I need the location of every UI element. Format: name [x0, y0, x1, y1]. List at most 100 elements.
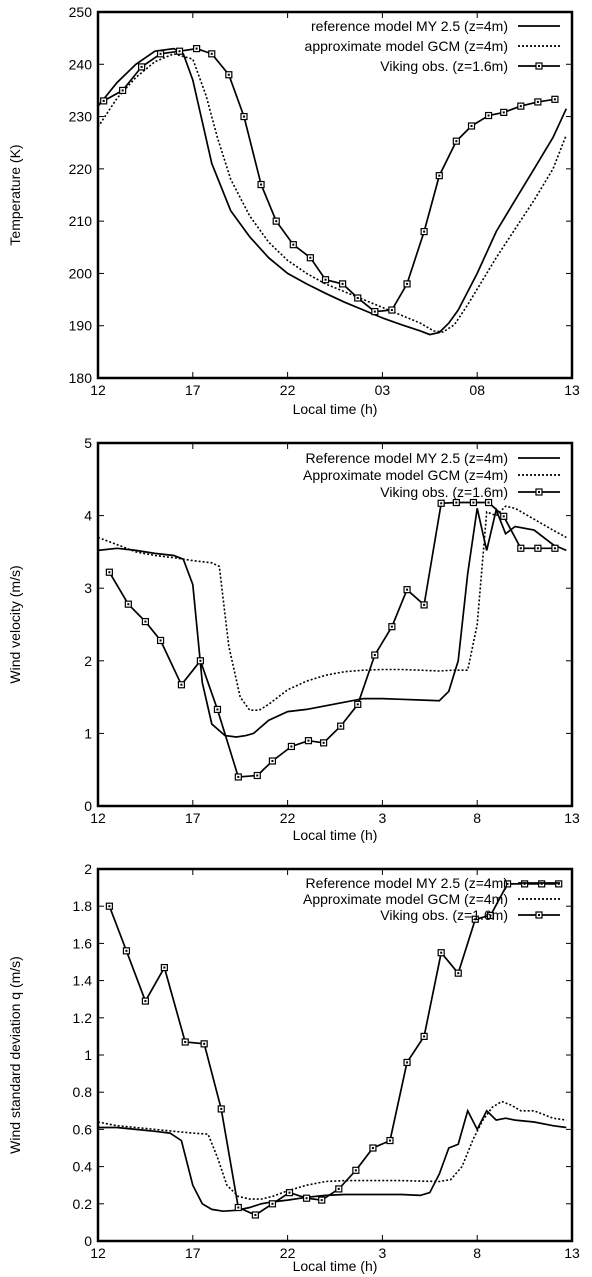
y-tick-label: 1.6	[73, 935, 93, 951]
y-tick-label: 2	[84, 653, 92, 669]
data-point-dot	[159, 639, 162, 642]
y-tick-label: 4	[84, 508, 92, 524]
y-tick-label: 200	[69, 265, 93, 281]
data-point-dot	[341, 282, 344, 285]
data-point-dot	[324, 278, 327, 281]
data-point-dot	[423, 230, 426, 233]
plot-frame	[96, 10, 574, 380]
data-point-dot	[373, 310, 376, 313]
data-point-dot	[536, 547, 539, 550]
data-point-dot	[438, 174, 441, 177]
data-point-dot	[260, 183, 263, 186]
data-point-dot	[216, 708, 219, 711]
data-point-dot	[220, 1107, 223, 1110]
wind-std-deviation-chart: 12 17 22 3 8 13 0 0.2 0.4 0.6 0.8 1 1.2 1.4 1.6 1.8 2 Ref…	[7, 861, 580, 1274]
series-line-2	[98, 505, 567, 712]
data-point-dot	[271, 759, 274, 762]
legend-label: Viking obs. (z=1.6m)	[380, 58, 508, 74]
data-point-dot	[290, 745, 293, 748]
data-point-dot	[406, 282, 409, 285]
data-point-dot	[390, 625, 393, 628]
legend-label: reference model MY 2.5 (z=4m)	[311, 18, 508, 34]
x-tick-label: 17	[185, 382, 201, 398]
series-line-1	[98, 1108, 567, 1213]
plot-frame	[96, 867, 574, 1243]
y-tick-label: 1.4	[73, 973, 93, 989]
y-axis-label: Wind velocity (m/s)	[7, 565, 23, 683]
data-point-dot	[108, 905, 111, 908]
y-tick-label: 2	[84, 861, 92, 877]
x-tick-label: 03	[375, 382, 391, 398]
x-tick-label: 3	[379, 810, 387, 826]
data-point-dot	[305, 1197, 308, 1200]
y-tick-label: 1.2	[73, 1010, 93, 1026]
data-point-dot	[502, 515, 505, 518]
legend-label: approximate model GCM (z=4m)	[305, 38, 508, 54]
legend-label: Viking obs. (z=1.6m)	[380, 907, 508, 923]
data-point-dot	[557, 882, 560, 885]
data-point-dot	[474, 918, 477, 921]
x-tick-label: 17	[185, 810, 201, 826]
data-point-dot	[455, 140, 458, 143]
data-point-dot	[470, 124, 473, 127]
data-point-dot	[125, 949, 128, 952]
data-point-dot	[354, 1169, 357, 1172]
data-point-dot	[339, 725, 342, 728]
data-point-dot	[237, 775, 240, 778]
x-tick-label: 17	[185, 1245, 201, 1261]
y-tick-label: 1	[84, 1047, 92, 1063]
data-point-dot	[210, 52, 213, 55]
data-point-dot	[288, 1191, 291, 1194]
y-tick-label: 210	[69, 213, 93, 229]
data-point-dot	[320, 1199, 323, 1202]
data-point-dot	[388, 1139, 391, 1142]
data-point-dot	[553, 547, 556, 550]
x-tick-label: 3	[379, 1245, 387, 1261]
data-point-dot	[227, 73, 230, 76]
y-tick-label: 1.8	[73, 898, 93, 914]
series-line-2	[98, 1100, 567, 1200]
data-point-dot	[423, 1035, 426, 1038]
data-point-dot	[406, 588, 409, 591]
data-point-dot	[237, 1206, 240, 1209]
data-point-dot	[489, 914, 492, 917]
series-line-1	[98, 47, 568, 336]
data-point-dot	[140, 65, 143, 68]
data-point-dot	[159, 52, 162, 55]
series-line-3	[103, 47, 556, 313]
y-tick-label: 1	[84, 725, 92, 741]
y-tick-label: 0.2	[73, 1196, 93, 1212]
legend-label: Reference model MY 2.5 (z=4m)	[306, 875, 508, 891]
data-point-dot	[195, 47, 198, 50]
data-point-dot	[307, 739, 310, 742]
x-tick-label: 12	[90, 1245, 106, 1261]
data-point-dot	[519, 547, 522, 550]
legend-label: Viking obs. (z=1.6m)	[380, 484, 508, 500]
legend-label: Reference model MY 2.5 (z=4m)	[306, 450, 508, 466]
data-point-dot	[256, 774, 259, 777]
data-point-dot	[423, 603, 426, 606]
data-point-dot	[275, 220, 278, 223]
y-tick-label: 190	[69, 318, 93, 334]
y-tick-label: 0	[84, 1233, 92, 1249]
data-point-dot	[455, 501, 458, 504]
x-tick-label: 13	[564, 1245, 580, 1261]
data-point-dot	[440, 951, 443, 954]
y-tick-label: 250	[69, 4, 93, 20]
legend-label: Approximate model GCM (z=4m)	[303, 467, 508, 483]
y-axis-label: Temperature (K)	[7, 144, 23, 245]
data-point-dot	[144, 620, 147, 623]
x-tick-label: 13	[564, 810, 580, 826]
y-axis-label: Wind standard deviation q (m/s)	[7, 956, 23, 1154]
y-tick-label: 0.4	[73, 1159, 93, 1175]
data-point-dot	[553, 98, 556, 101]
data-point-dot	[523, 882, 526, 885]
data-point-dot	[536, 100, 539, 103]
y-tick-label: 0.8	[73, 1084, 93, 1100]
series-line-2	[98, 52, 568, 333]
data-point-dot	[178, 50, 181, 53]
data-point-dot	[127, 603, 130, 606]
data-point-dot	[322, 741, 325, 744]
